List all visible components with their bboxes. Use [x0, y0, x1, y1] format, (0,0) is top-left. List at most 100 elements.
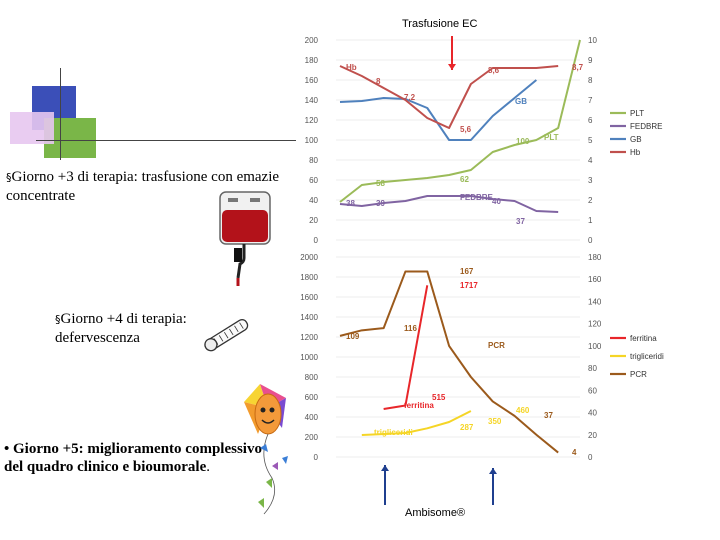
- series-line-pcr: [339, 270, 559, 454]
- data-label: 5,6: [460, 125, 472, 134]
- data-label: 37: [516, 217, 525, 226]
- bullet-marker: §: [6, 171, 12, 184]
- annotation-transfusion: Trasfusione EC: [402, 18, 478, 30]
- series-line-plt: [339, 39, 581, 203]
- y-right-tick-label: 40: [588, 409, 597, 418]
- y-left-tick-label: 800: [305, 373, 319, 382]
- y-right-tick-label: 10: [588, 36, 597, 45]
- legend-entry: FEDBRE: [630, 122, 662, 131]
- data-label: 109: [346, 332, 360, 341]
- bullet-marker: §: [55, 313, 61, 326]
- y-right-tick-label: 20: [588, 431, 597, 440]
- y-right-tick-label: 4: [588, 156, 593, 165]
- y-right-tick-label: 0: [588, 453, 593, 462]
- data-label: 460: [516, 406, 530, 415]
- arrow-ambisome-2-head: [489, 468, 497, 474]
- y-right-tick-label: 60: [588, 386, 597, 395]
- y-left-tick-label: 60: [309, 176, 318, 185]
- legend-entry: trigliceridi: [630, 352, 664, 361]
- y-left-tick-label: 1800: [300, 273, 318, 282]
- data-label: 62: [460, 175, 469, 184]
- data-label: 1717: [460, 281, 478, 290]
- data-label: PLT: [544, 133, 559, 142]
- y-right-tick-label: 8: [588, 76, 593, 85]
- data-label: 39: [376, 199, 385, 208]
- y-left-tick-label: 120: [305, 116, 319, 125]
- y-right-tick-label: 3: [588, 176, 593, 185]
- bullet-day4: §Giorno +4 di terapia: defervescenza: [55, 310, 225, 347]
- arrow-ambisome-1-head: [381, 465, 389, 471]
- y-left-tick-label: 1600: [300, 293, 318, 302]
- y-right-tick-label: 9: [588, 56, 593, 65]
- thermometer-icon: [204, 319, 249, 352]
- data-label: 7,2: [404, 93, 416, 102]
- y-left-tick-label: 1000: [300, 353, 318, 362]
- series-line-gb: [339, 79, 538, 141]
- y-right-tick-label: 160: [588, 275, 602, 284]
- y-right-tick-label: 180: [588, 253, 602, 262]
- series-line-hb: [339, 65, 559, 129]
- data-label: Hb: [346, 63, 357, 72]
- y-left-tick-label: 80: [309, 156, 318, 165]
- y-left-tick-label: 180: [305, 56, 319, 65]
- y-left-tick-label: 1400: [300, 313, 318, 322]
- y-left-tick-label: 2000: [300, 253, 318, 262]
- y-left-tick-label: 0: [314, 236, 319, 245]
- arrow-transfusion-head: [448, 64, 456, 70]
- data-label: 40: [492, 197, 501, 206]
- legend-entry: ferritina: [630, 334, 657, 343]
- data-label: trigliceridi: [374, 428, 413, 437]
- data-label: 100: [516, 137, 530, 146]
- y-left-tick-label: 600: [305, 393, 319, 402]
- y-right-tick-label: 5: [588, 136, 593, 145]
- legend-entry: GB: [630, 135, 642, 144]
- data-label: PCR: [488, 341, 505, 350]
- y-left-tick-label: 200: [305, 36, 319, 45]
- y-right-tick-label: 80: [588, 364, 597, 373]
- data-label: GB: [515, 97, 527, 106]
- deco-vertical-line: [60, 68, 61, 160]
- y-left-tick-label: 400: [305, 413, 319, 422]
- bullet-day5: • Giorno +5: miglioramento complessivo d…: [4, 440, 262, 476]
- data-label: 38: [346, 199, 355, 208]
- blood-bag-icon: [219, 191, 271, 286]
- y-right-tick-label: 100: [588, 342, 602, 351]
- bullet-day4-text: Giorno +4 di terapia: defervescenza: [55, 311, 187, 346]
- y-right-tick-label: 6: [588, 116, 593, 125]
- y-left-tick-label: 1200: [300, 333, 318, 342]
- y-left-tick-label: 40: [309, 196, 318, 205]
- y-right-tick-label: 7: [588, 96, 593, 105]
- bullet-day5-suffix: .: [206, 459, 210, 475]
- y-right-tick-label: 0: [588, 236, 593, 245]
- legend-entry: PCR: [630, 370, 647, 379]
- data-label: 116: [404, 324, 417, 333]
- kite-icon: [244, 384, 288, 515]
- y-left-tick-label: 140: [305, 96, 319, 105]
- data-label: FEDBRE: [460, 193, 494, 202]
- y-right-tick-label: 2: [588, 196, 593, 205]
- y-left-tick-label: 100: [305, 136, 319, 145]
- y-right-tick-label: 1: [588, 216, 593, 225]
- data-label: ferritina: [404, 401, 434, 410]
- bullet-day3-text: Giorno +3 di terapia: trasfusione con em…: [6, 169, 280, 204]
- data-label: 8: [376, 77, 381, 86]
- legend-entry: Hb: [630, 148, 641, 157]
- legend-entry: PLT: [630, 109, 644, 118]
- series-line-ferritina: [383, 285, 429, 410]
- y-left-tick-label: 20: [309, 216, 318, 225]
- data-label: 4: [572, 448, 577, 457]
- y-left-tick-label: 200: [305, 433, 319, 442]
- data-label: 8,6: [488, 66, 500, 75]
- y-right-tick-label: 140: [588, 297, 602, 306]
- series-line-fedbre: [339, 195, 559, 213]
- series-line-trigliceridi: [361, 410, 472, 436]
- y-left-tick-label: 160: [305, 76, 319, 85]
- bullet-day5-text: Giorno +5: miglioramento complessivo del…: [4, 441, 262, 475]
- annotation-ambisome: Ambisome®: [405, 507, 466, 519]
- data-label: 287: [460, 423, 474, 432]
- bullet-marker: •: [4, 441, 10, 457]
- y-left-tick-label: 0: [314, 453, 319, 462]
- data-label: 37: [544, 411, 553, 420]
- deco-square-lilac: [10, 112, 54, 144]
